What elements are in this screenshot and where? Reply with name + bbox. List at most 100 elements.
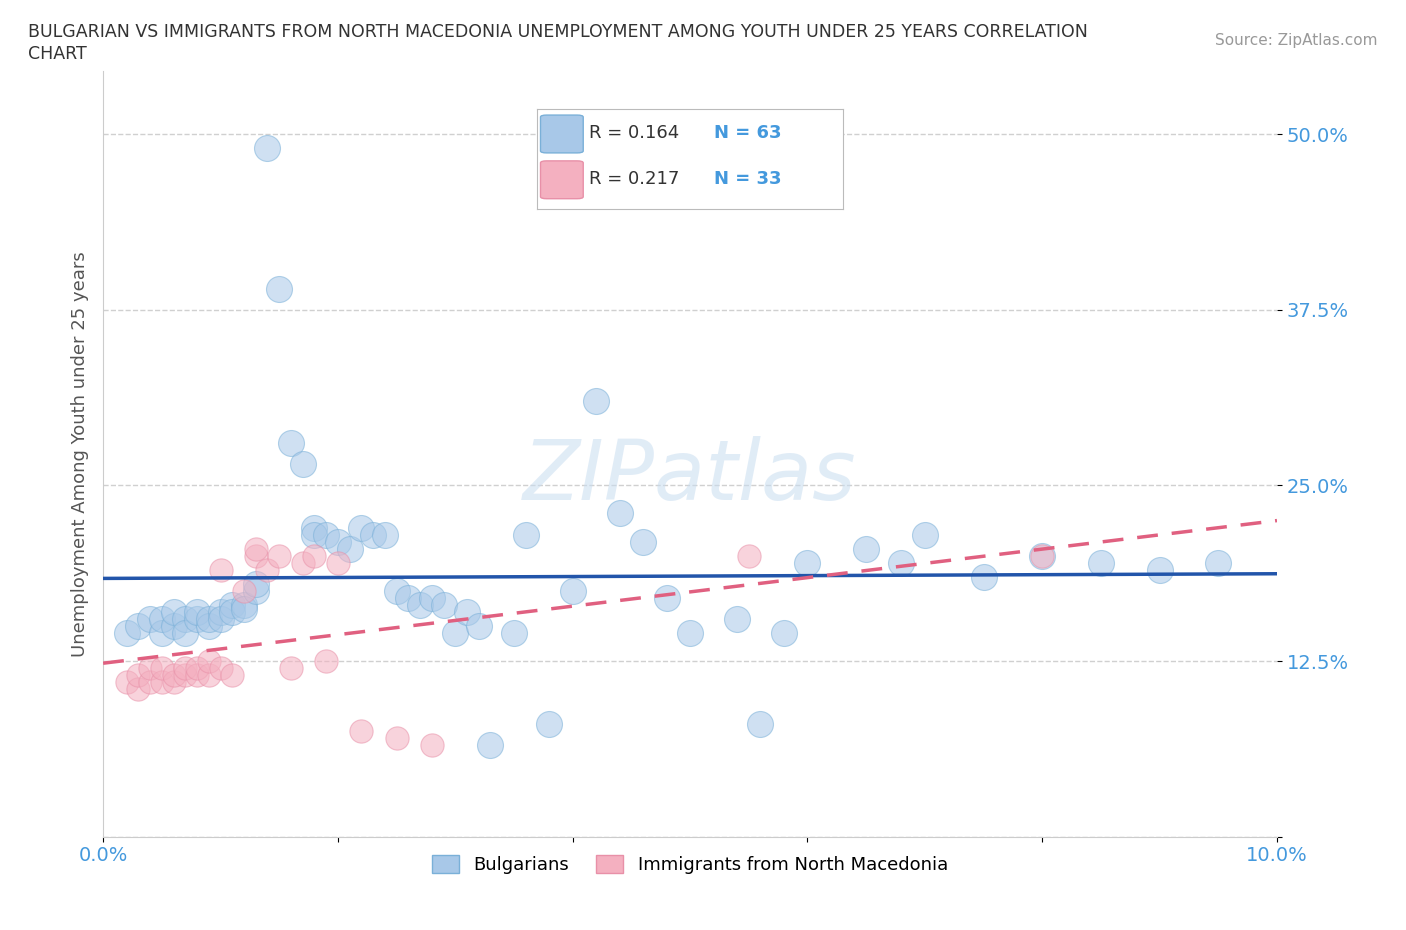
- Legend: Bulgarians, Immigrants from North Macedonia: Bulgarians, Immigrants from North Macedo…: [425, 847, 955, 882]
- Point: [209, 563, 232, 578]
- Point: [468, 618, 491, 633]
- Point: [209, 611, 232, 626]
- Text: Source: ZipAtlas.com: Source: ZipAtlas.com: [1215, 33, 1378, 47]
- Point: [233, 583, 256, 598]
- Point: [609, 506, 631, 521]
- Point: [1090, 555, 1112, 570]
- Point: [326, 534, 349, 549]
- Point: [1149, 563, 1171, 578]
- Point: [162, 668, 184, 683]
- Point: [914, 527, 936, 542]
- Point: [186, 611, 208, 626]
- Point: [162, 674, 184, 689]
- Point: [385, 731, 408, 746]
- Point: [456, 604, 478, 619]
- Point: [115, 626, 138, 641]
- Point: [420, 591, 443, 605]
- Point: [174, 626, 197, 641]
- Point: [269, 548, 291, 563]
- Point: [479, 737, 502, 752]
- Point: [197, 668, 219, 683]
- Point: [585, 393, 607, 408]
- Point: [1031, 548, 1053, 563]
- Point: [515, 527, 537, 542]
- Point: [561, 583, 583, 598]
- Text: ZIPatlas: ZIPatlas: [523, 436, 856, 517]
- Y-axis label: Unemployment Among Youth under 25 years: Unemployment Among Youth under 25 years: [72, 251, 89, 657]
- Point: [186, 668, 208, 683]
- Point: [245, 541, 267, 556]
- Point: [186, 604, 208, 619]
- Point: [679, 626, 702, 641]
- Text: BULGARIAN VS IMMIGRANTS FROM NORTH MACEDONIA UNEMPLOYMENT AMONG YOUTH UNDER 25 Y: BULGARIAN VS IMMIGRANTS FROM NORTH MACED…: [28, 23, 1088, 41]
- Point: [291, 555, 314, 570]
- Point: [503, 626, 526, 641]
- Point: [256, 140, 278, 155]
- Point: [432, 597, 454, 612]
- Point: [973, 569, 995, 584]
- Point: [304, 548, 326, 563]
- Point: [245, 577, 267, 591]
- Point: [361, 527, 384, 542]
- Point: [115, 674, 138, 689]
- Point: [245, 548, 267, 563]
- Point: [725, 611, 748, 626]
- Point: [197, 611, 219, 626]
- Point: [127, 682, 149, 697]
- Point: [269, 281, 291, 296]
- Point: [374, 527, 396, 542]
- Point: [256, 563, 278, 578]
- Point: [350, 520, 373, 535]
- Point: [890, 555, 912, 570]
- Point: [174, 611, 197, 626]
- Point: [139, 660, 162, 675]
- Point: [139, 674, 162, 689]
- Point: [444, 626, 467, 641]
- Point: [796, 555, 818, 570]
- Point: [749, 717, 772, 732]
- Point: [280, 660, 302, 675]
- Point: [350, 724, 373, 738]
- Point: [385, 583, 408, 598]
- Point: [773, 626, 796, 641]
- Point: [174, 660, 197, 675]
- Point: [291, 457, 314, 472]
- Point: [1206, 555, 1229, 570]
- Point: [409, 597, 432, 612]
- Point: [127, 618, 149, 633]
- Point: [420, 737, 443, 752]
- Point: [139, 611, 162, 626]
- Point: [339, 541, 361, 556]
- Point: [209, 660, 232, 675]
- Point: [233, 602, 256, 617]
- Point: [150, 626, 173, 641]
- Point: [127, 668, 149, 683]
- Text: CHART: CHART: [28, 45, 87, 62]
- Point: [326, 555, 349, 570]
- Point: [538, 717, 561, 732]
- Point: [197, 618, 219, 633]
- Point: [655, 591, 678, 605]
- Point: [396, 591, 419, 605]
- Point: [304, 527, 326, 542]
- Point: [197, 654, 219, 669]
- Point: [855, 541, 877, 556]
- Point: [174, 668, 197, 683]
- Point: [186, 660, 208, 675]
- Point: [315, 527, 337, 542]
- Point: [162, 618, 184, 633]
- Point: [150, 674, 173, 689]
- Point: [738, 548, 761, 563]
- Point: [233, 597, 256, 612]
- Point: [150, 660, 173, 675]
- Point: [209, 604, 232, 619]
- Point: [280, 436, 302, 451]
- Point: [221, 668, 243, 683]
- Point: [162, 604, 184, 619]
- Point: [315, 654, 337, 669]
- Point: [631, 534, 654, 549]
- Point: [245, 583, 267, 598]
- Point: [150, 611, 173, 626]
- Point: [304, 520, 326, 535]
- Point: [1031, 548, 1053, 563]
